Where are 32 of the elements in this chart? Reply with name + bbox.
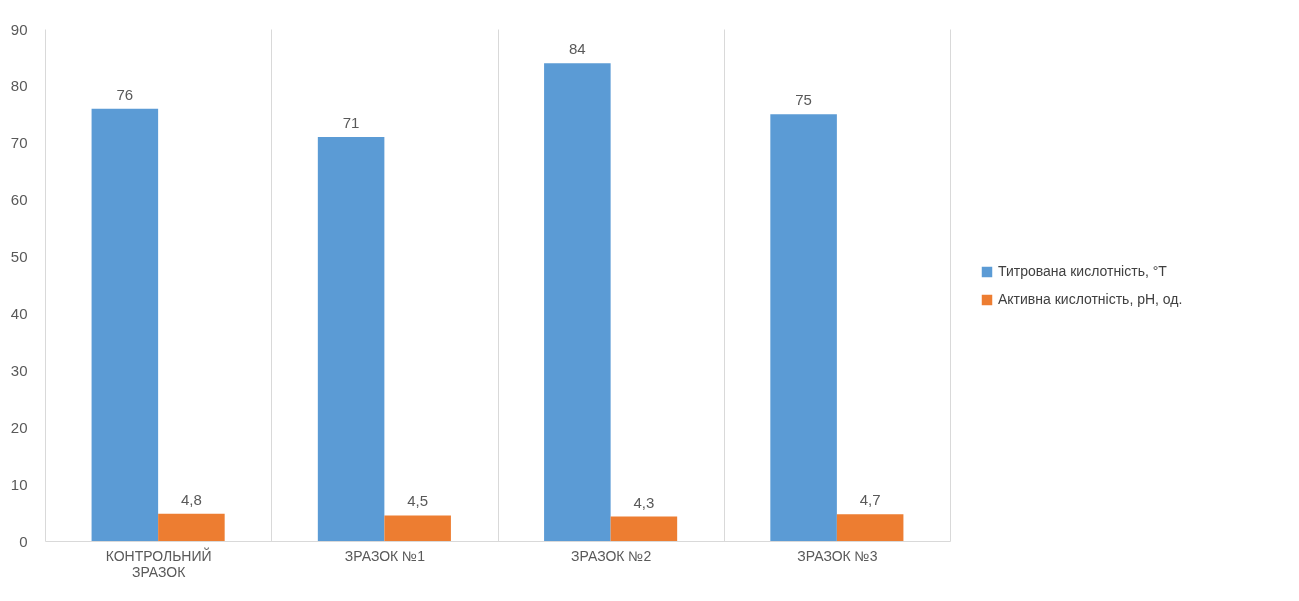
y-tick-label: 60 xyxy=(10,191,28,209)
bar xyxy=(317,137,385,541)
x-tick-label: ЗРАЗОК №3 xyxy=(797,547,878,564)
x-tick-label: ЗРАЗОК №1 xyxy=(344,547,426,564)
x-tick-label: ЗРАЗОК №2 xyxy=(571,547,652,564)
bar xyxy=(91,108,159,541)
y-tick-label: 0 xyxy=(19,532,28,550)
y-tick-label: 20 xyxy=(10,418,28,436)
y-tick-label: 10 xyxy=(10,475,28,493)
data-label: 4,7 xyxy=(859,491,881,509)
y-tick-label: 90 xyxy=(10,20,28,38)
data-label: 75 xyxy=(795,91,812,109)
y-tick-label: 80 xyxy=(10,77,28,95)
y-tick-label: 40 xyxy=(10,304,28,322)
data-label: 4,8 xyxy=(180,490,202,508)
bar xyxy=(836,514,904,541)
y-tick-label: 70 xyxy=(10,134,28,152)
data-label: 84 xyxy=(569,40,586,58)
bar xyxy=(770,114,837,541)
data-label: 4,3 xyxy=(633,493,655,511)
bar xyxy=(384,515,451,541)
data-label: 4,5 xyxy=(407,492,429,510)
y-tick-label: 30 xyxy=(10,361,28,379)
bar xyxy=(610,516,678,541)
data-label: 76 xyxy=(116,85,134,103)
data-label: 71 xyxy=(342,114,360,132)
bar xyxy=(544,63,611,541)
bar xyxy=(158,513,225,541)
y-tick-label: 50 xyxy=(10,248,28,266)
legend-label: Активна кислотність, pH, од. xyxy=(998,291,1183,307)
legend-label: Титрована кислотність, °Т xyxy=(998,263,1168,279)
x-tick-label: КОНТРОЛЬНИЙ ЗРАЗОК xyxy=(105,546,212,580)
